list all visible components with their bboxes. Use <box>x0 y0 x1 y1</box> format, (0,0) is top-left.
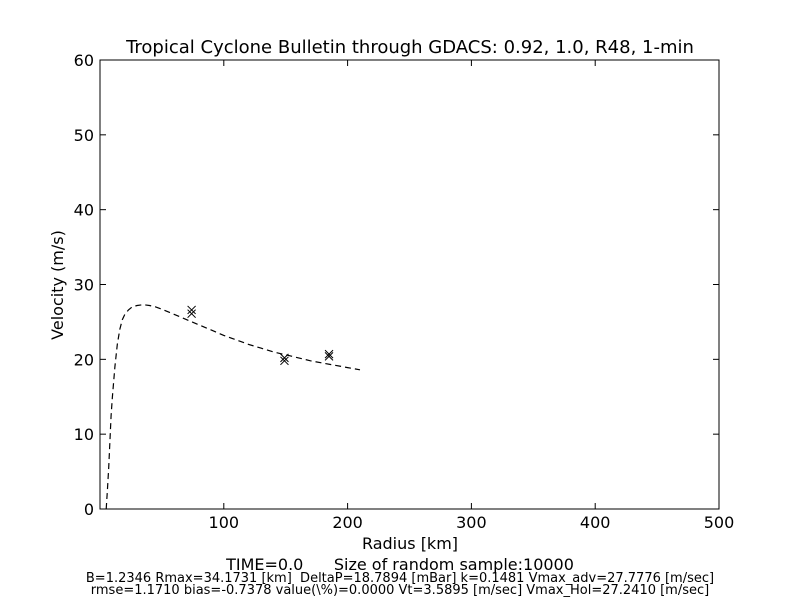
series-layer <box>105 304 361 510</box>
x-tick-label: 400 <box>580 513 611 532</box>
x-tick-label: 500 <box>704 513 735 532</box>
x-tick-label: 200 <box>332 513 363 532</box>
x-marker <box>280 353 289 363</box>
y-tick-label: 30 <box>74 276 94 295</box>
x-tick-label: 100 <box>209 513 240 532</box>
x-marker-stroke <box>280 356 289 366</box>
plot-area <box>99 59 720 510</box>
x-marker-stroke <box>187 309 196 319</box>
x-marker <box>324 349 334 359</box>
footer-line-2: B=1.2346 Rmax=34.1731 [km] DeltaP=18.789… <box>86 571 714 586</box>
y-tick-label: 0 <box>84 500 94 519</box>
y-axis-label: Velocity (m/s) <box>48 230 67 340</box>
footer-line-3: rmse=1.1710 bias=-0.7378 value(\%)=0.000… <box>91 583 709 598</box>
y-tick-label: 10 <box>74 425 94 444</box>
y-tick-label: 20 <box>74 350 94 369</box>
axis-ticks <box>100 59 720 510</box>
y-tick-label: 60 <box>74 51 94 70</box>
tick-labels: 100 200 300 400 500 0 10 20 30 40 50 60 <box>74 51 735 532</box>
x-marker <box>187 305 196 315</box>
x-marker <box>324 351 334 361</box>
x-marker-stroke <box>324 349 334 359</box>
x-marker <box>187 309 196 319</box>
x-marker-stroke <box>280 353 289 363</box>
x-marker-stroke <box>324 351 334 361</box>
y-tick-label: 50 <box>74 126 94 145</box>
x-marker <box>280 356 289 366</box>
dashed-profile-line <box>105 304 361 510</box>
chart-title: Tropical Cyclone Bulletin through GDACS:… <box>125 37 694 58</box>
x-marker-stroke <box>187 305 196 315</box>
x-tick-label: 300 <box>456 513 487 532</box>
footer-line-1: TIME=0.0 Size of random sample:10000 <box>225 555 574 574</box>
x-axis-label: Radius [km] <box>362 534 458 553</box>
y-tick-label: 40 <box>74 201 94 220</box>
